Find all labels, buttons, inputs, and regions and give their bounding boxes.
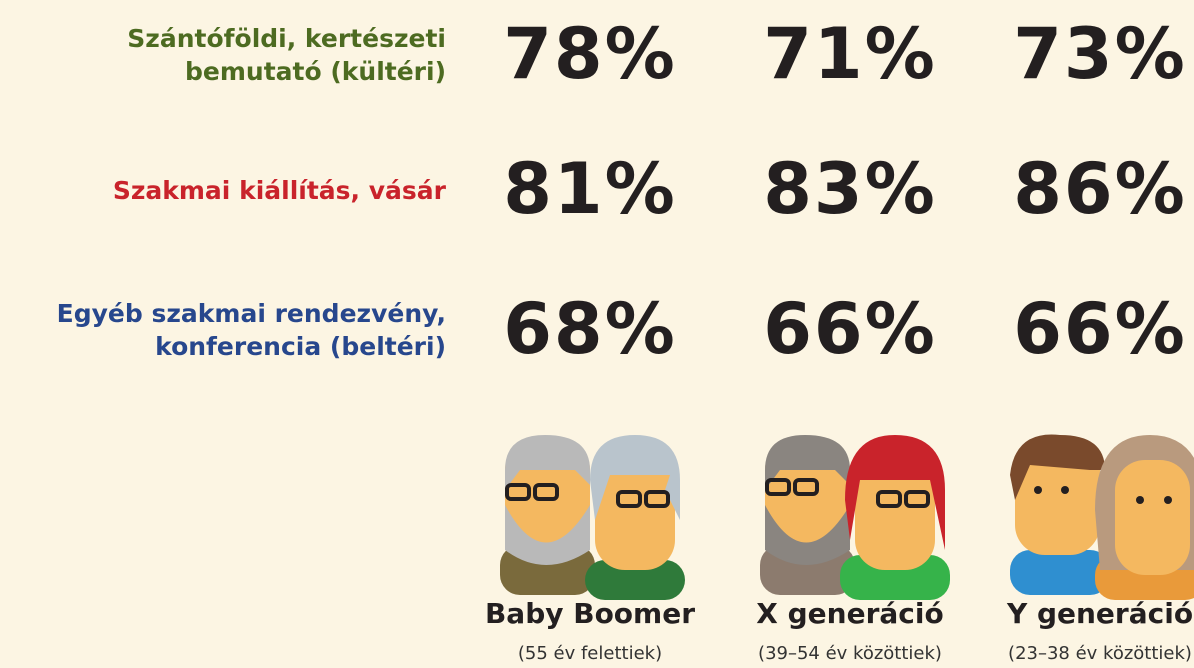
percentage: 66% <box>720 288 980 370</box>
y-generation-icon <box>1010 435 1194 601</box>
percentage: 71% <box>720 13 980 95</box>
percentage: 66% <box>970 288 1194 370</box>
generation-name: Y generáció <box>950 597 1194 630</box>
row-label: Szántóföldi, kertészeti <box>127 22 446 55</box>
percentage: 78% <box>460 13 720 95</box>
generation-name: Baby Boomer <box>440 597 740 630</box>
percentage: 68% <box>460 288 720 370</box>
percentage: 81% <box>460 148 720 230</box>
percentage: 83% <box>720 148 980 230</box>
x-generation-icon <box>760 435 950 600</box>
row-label: konferencia (beltéri) <box>155 330 446 363</box>
generation-age: (23–38 év közöttiek) <box>950 643 1194 664</box>
row-label: Szakmai kiállítás, vásár <box>113 174 446 207</box>
percentage: 86% <box>970 148 1194 230</box>
generation-age: (55 év felettiek) <box>440 643 740 664</box>
percentage: 73% <box>970 13 1194 95</box>
infographic: Szántóföldi, kertészetibemutató (kültéri… <box>0 0 1194 668</box>
row-label: Egyéb szakmai rendezvény, <box>57 297 446 330</box>
baby-boomer-icon <box>500 435 685 600</box>
row-label: bemutató (kültéri) <box>185 55 446 88</box>
